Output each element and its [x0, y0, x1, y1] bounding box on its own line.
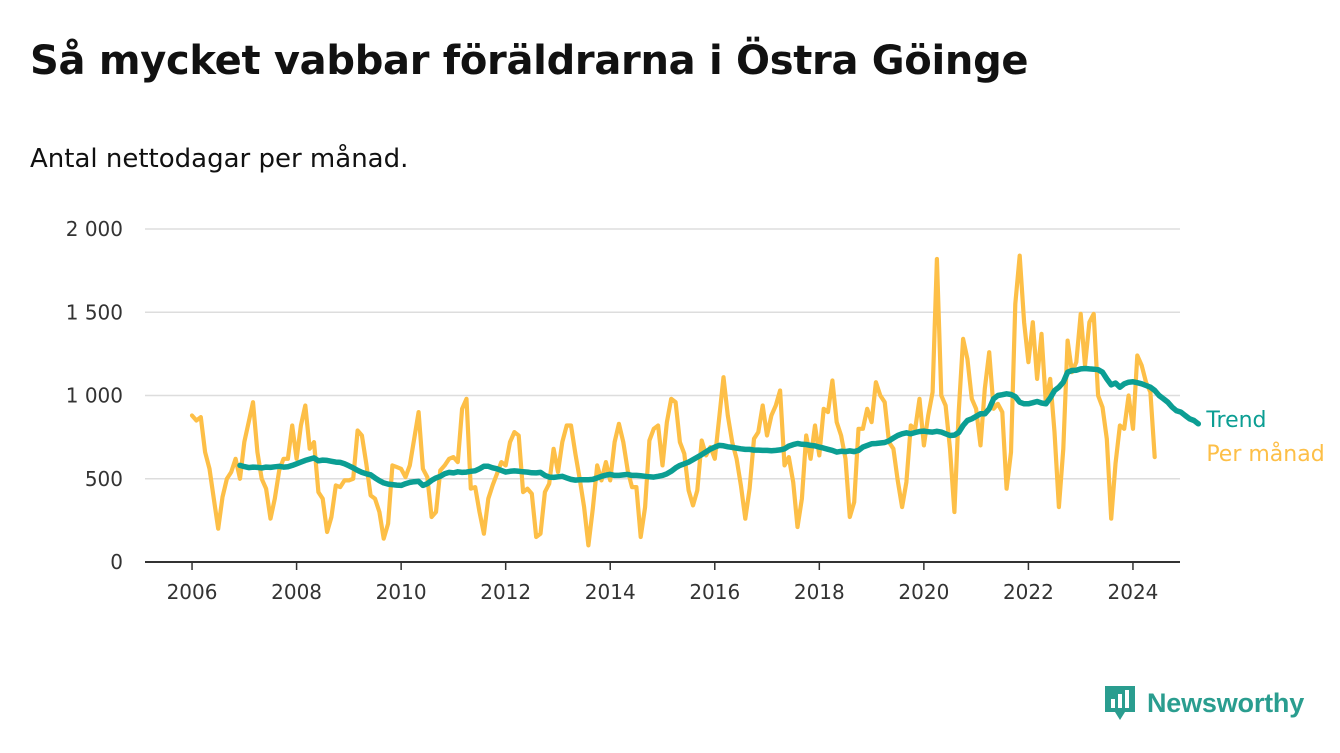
x-tick-label: 2016 — [689, 580, 740, 604]
series-lines — [189, 253, 1202, 548]
chart-title: Så mycket vabbar föräldrarna i Östra Göi… — [30, 38, 1029, 84]
y-tick-label: 2 000 — [66, 217, 123, 241]
y-tick-label: 0 — [110, 550, 123, 574]
x-tick-label: 2022 — [1003, 580, 1054, 604]
newsworthy-brand[interactable]: Newsworthy — [1103, 684, 1304, 722]
x-tick-label: 2006 — [167, 580, 218, 604]
y-tick-label: 500 — [85, 467, 123, 491]
y-tick-label: 1 500 — [66, 300, 123, 324]
newsworthy-logo-icon — [1105, 686, 1135, 720]
y-axis: 0 500 1 000 1 500 2 000 — [66, 217, 123, 574]
series-line-trend — [237, 365, 1202, 489]
x-tick-label: 2012 — [480, 580, 531, 604]
chart-subtitle: Antal nettodagar per månad. — [30, 144, 409, 174]
x-tick-label: 2008 — [271, 580, 322, 604]
brand-name: Newsworthy — [1147, 687, 1305, 718]
y-tick-label: 1 000 — [66, 384, 123, 408]
series-line-per-manad — [189, 253, 1157, 548]
x-tick-label: 2014 — [585, 580, 636, 604]
x-axis: 2006 2008 2010 2012 2014 2016 2018 2020 2022 2024 — [145, 561, 1180, 604]
series-label-trend: Trend — [1205, 408, 1266, 433]
x-tick-label: 2020 — [898, 580, 949, 604]
x-tick-label: 2018 — [794, 580, 845, 604]
x-tick-label: 2010 — [376, 580, 427, 604]
series-labels: Trend Per månad — [1205, 408, 1324, 467]
x-tick-label: 2024 — [1108, 580, 1159, 604]
series-label-per-manad: Per månad — [1206, 441, 1324, 467]
